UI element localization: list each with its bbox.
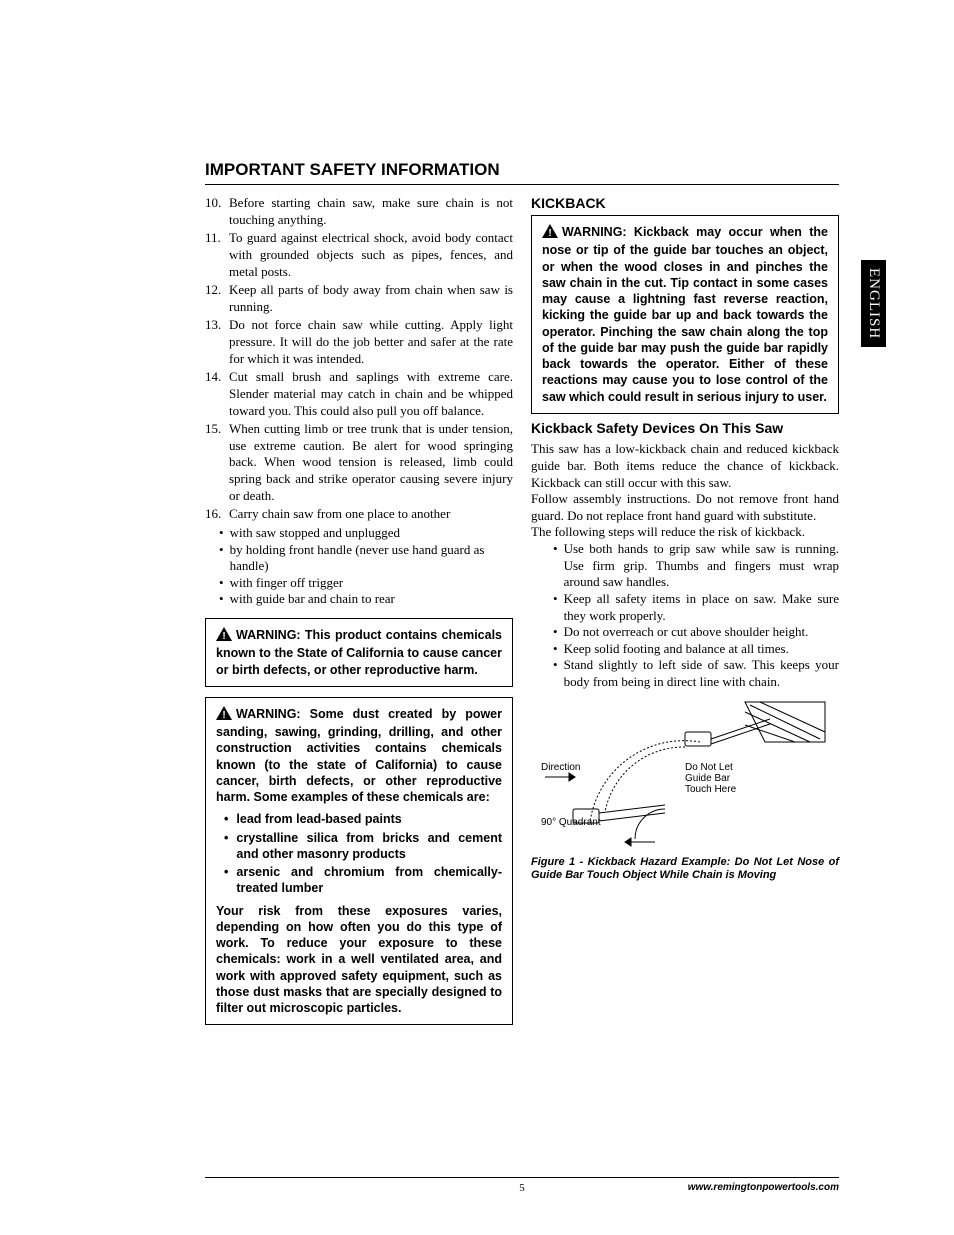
list-item: with guide bar and chain to rear xyxy=(219,591,513,608)
page-footer: 5 www.remingtonpowertools.com xyxy=(205,1177,839,1193)
svg-text:!: ! xyxy=(548,228,551,238)
svg-text:!: ! xyxy=(222,710,225,720)
right-column: KICKBACK ! WARNING: Kickback may occur w… xyxy=(531,195,839,1025)
warning-text-tail: Your risk from these exposures varies, d… xyxy=(216,904,502,1016)
warning-box-kickback: ! WARNING: Kickback may occur when the n… xyxy=(531,215,839,414)
dust-chemicals-list: lead from lead-based paints crystalline s… xyxy=(224,811,502,896)
list-item: Keep all safety items in place on saw. M… xyxy=(553,591,839,624)
content-columns: 10.Before starting chain saw, make sure … xyxy=(205,195,839,1025)
list-item: 16.Carry chain saw from one place to ano… xyxy=(205,506,513,523)
devices-p2: Follow assembly instructions. Do not rem… xyxy=(531,491,839,524)
list-item: Use both hands to grip saw while saw is … xyxy=(553,541,839,591)
devices-p1: This saw has a low-kickback chain and re… xyxy=(531,441,839,491)
footer-url: www.remingtonpowertools.com xyxy=(688,1182,839,1193)
list-item: 12.Keep all parts of body away from chai… xyxy=(205,282,513,315)
numbered-list: 10.Before starting chain saw, make sure … xyxy=(205,195,513,523)
left-column: 10.Before starting chain saw, make sure … xyxy=(205,195,513,1025)
warning-icon: ! xyxy=(216,706,232,724)
list-item: Keep solid footing and balance at all ti… xyxy=(553,641,839,658)
devices-p3: The following steps will reduce the risk… xyxy=(531,524,839,541)
devices-heading: Kickback Safety Devices On This Saw xyxy=(531,420,839,438)
list-item: with finger off trigger xyxy=(219,575,513,592)
figure-1-diagram: Direction Do Not LetGuide BarTouch Here … xyxy=(531,697,839,852)
page-title: IMPORTANT SAFETY INFORMATION xyxy=(205,160,839,185)
warning-box-prop65: ! WARNING: This product contains chemica… xyxy=(205,618,513,687)
warning-icon: ! xyxy=(216,627,232,645)
list-item: with saw stopped and unplugged xyxy=(219,525,513,542)
svg-text:Do Not LetGuide BarTouch Here: Do Not LetGuide BarTouch Here xyxy=(685,762,737,795)
list-item: 10.Before starting chain saw, make sure … xyxy=(205,195,513,228)
list-item: 13.Do not force chain saw while cutting.… xyxy=(205,317,513,367)
fig-label-direction: Direction xyxy=(541,762,580,773)
warning-text-lead: WARNING: Some dust created by power sand… xyxy=(216,707,502,804)
warning-text: WARNING: This product contains chemicals… xyxy=(216,628,502,677)
list-item: lead from lead-based paints xyxy=(224,811,502,827)
list-item: crystalline silica from bricks and cemen… xyxy=(224,830,502,863)
kickback-steps-list: Use both hands to grip saw while saw is … xyxy=(553,541,839,691)
list-item: Do not overreach or cut above shoulder h… xyxy=(553,624,839,641)
warning-box-dust: ! WARNING: Some dust created by power sa… xyxy=(205,697,513,1026)
kickback-heading: KICKBACK xyxy=(531,195,839,211)
page-number: 5 xyxy=(519,1182,525,1194)
list-item: 14.Cut small brush and saplings with ext… xyxy=(205,369,513,419)
list-item: Stand slightly to left side of saw. This… xyxy=(553,657,839,690)
list-item: arsenic and chromium from chemically-tre… xyxy=(224,864,502,897)
list-item: by holding front handle (never use hand … xyxy=(219,542,513,575)
fig-label-quadrant: 90° Quadrant xyxy=(541,817,601,828)
list-item: 11.To guard against electrical shock, av… xyxy=(205,230,513,280)
warning-icon: ! xyxy=(542,224,558,242)
list-item: 15.When cutting limb or tree trunk that … xyxy=(205,421,513,504)
figure-1-caption: Figure 1 - Kickback Hazard Example: Do N… xyxy=(531,856,839,884)
carry-sublist: with saw stopped and unpluggedby holding… xyxy=(219,525,513,608)
kickback-warning-text: WARNING: Kickback may occur when the nos… xyxy=(542,225,828,404)
svg-text:!: ! xyxy=(222,631,225,641)
language-tab: ENGLISH xyxy=(861,260,886,347)
